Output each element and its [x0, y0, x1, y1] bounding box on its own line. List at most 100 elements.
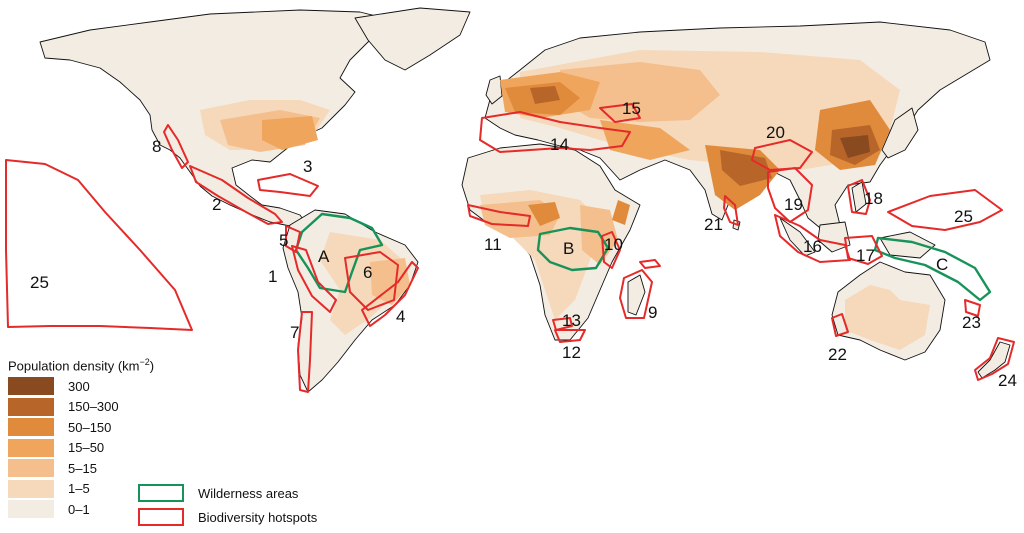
- hotspot-label: 11: [484, 235, 502, 254]
- density-legend-row: 5–15: [8, 459, 97, 477]
- hotspot-8: [163, 124, 189, 169]
- hotspot-label: 10: [604, 235, 623, 254]
- density-swatch: [8, 500, 54, 518]
- hotspot-25-pacific-east: [887, 189, 1003, 231]
- wilderness-area-c: [873, 236, 992, 302]
- hotspot-label: 20: [766, 123, 785, 142]
- hotspot-label: 7: [290, 323, 299, 342]
- density-label: 1–5: [68, 481, 90, 496]
- philippines-landmass: [851, 181, 867, 213]
- hotspot-label: 9: [648, 303, 657, 322]
- hotspot-2: [189, 165, 283, 225]
- hotspot-label: 21: [704, 215, 723, 234]
- density-label: 5–15: [68, 460, 97, 476]
- density-swatch: [8, 438, 54, 457]
- wilderness-label: C: [936, 255, 948, 274]
- hotspot-label: 3: [303, 157, 312, 176]
- density-label: 15–50: [68, 440, 105, 455]
- hotspot-label: 17: [856, 246, 875, 265]
- hotspot-9: [619, 269, 653, 319]
- japan-landmass: [881, 107, 919, 159]
- hotspot-4: [361, 261, 419, 327]
- hotspot-label: 15: [622, 99, 641, 118]
- hotspot-6: [344, 251, 399, 311]
- hotspot-label: 5: [279, 231, 288, 250]
- new-zealand-landmass: [977, 341, 1011, 379]
- hotspot-3: [257, 173, 319, 197]
- hotspot-label: 8: [152, 137, 161, 156]
- hotspot-label: 25: [954, 207, 973, 226]
- hotspot-14: [479, 111, 631, 153]
- legend-title-close: ): [149, 358, 155, 374]
- hotspot-label: 6: [363, 263, 372, 282]
- madagascar-landmass: [627, 274, 646, 316]
- uk-landmass: [485, 75, 503, 105]
- hotspot-10: [601, 231, 621, 269]
- hotspot-23: [964, 299, 981, 317]
- hotspot-9-islands: [639, 259, 661, 269]
- wilderness-swatch: [138, 484, 184, 502]
- density-legend-row: 1–5: [8, 479, 90, 498]
- density-swatch: [8, 418, 54, 436]
- hotspot-12: [554, 329, 586, 343]
- legend-title: Population density (km−2): [8, 357, 154, 373]
- biodiversity-hotspots: [5, 103, 1015, 393]
- hotspot-16: [774, 214, 851, 263]
- density-legend-row: 150–300: [8, 397, 119, 416]
- density-swatch: [8, 459, 54, 477]
- legend-hotspots: Biodiversity hotspots: [138, 508, 317, 526]
- hotspot-1: [291, 245, 337, 313]
- hotspot-label: 13: [562, 311, 581, 330]
- hotspot-label: 4: [396, 307, 405, 326]
- hotspot-25-pacific-west: [5, 159, 193, 331]
- wilderness-area-a: [294, 212, 384, 294]
- legend-title-exponent: −2: [139, 357, 150, 367]
- hotspot-label: 25: [30, 273, 49, 292]
- new-guinea-landmass: [879, 231, 936, 259]
- density-label: 0–1: [68, 501, 90, 517]
- legend-wilderness: Wilderness areas: [138, 484, 298, 502]
- density-legend-row: 300: [8, 377, 90, 395]
- hotspot-19: [767, 167, 813, 223]
- hotspots-swatch: [138, 508, 184, 526]
- hotspot-24: [974, 337, 1015, 381]
- hotspot-label: 22: [828, 345, 847, 364]
- region-labels: 1 2 3 4 5 6 7 8 9 10 11 12 13 14 15 16 1…: [30, 99, 1017, 390]
- hotspot-21: [723, 195, 739, 226]
- hotspot-label: 1: [268, 267, 277, 286]
- sumatra-landmass: [779, 217, 816, 257]
- hotspot-7: [297, 311, 313, 393]
- density-legend-row: 15–50: [8, 438, 105, 457]
- density-legend-row: 0–1: [8, 500, 90, 518]
- greenland-landmass: [354, 7, 471, 71]
- wilderness-areas: [294, 212, 992, 302]
- density-swatch: [8, 479, 54, 498]
- hotspot-label: 23: [962, 313, 981, 332]
- legend-title-text: Population density (km: [8, 358, 140, 374]
- hotspot-20: [751, 139, 813, 171]
- hotspot-label: 2: [212, 195, 221, 214]
- population-density-layer: [200, 50, 930, 350]
- wilderness-label: A: [318, 247, 330, 266]
- hotspot-13: [552, 317, 573, 331]
- hotspot-18: [847, 179, 871, 215]
- hotspot-11: [467, 204, 531, 227]
- hotspot-5: [285, 225, 301, 253]
- hotspots-label-text: Biodiversity hotspots: [198, 509, 318, 525]
- hotspot-label: 19: [784, 195, 803, 214]
- density-label: 150–300: [68, 399, 119, 414]
- density-label: 50–150: [68, 419, 112, 435]
- wilderness-area-b: [536, 226, 610, 272]
- wilderness-label: B: [563, 239, 574, 258]
- hotspot-label: 16: [803, 237, 822, 256]
- hotspot-label: 14: [550, 135, 569, 154]
- density-label: 300: [68, 378, 90, 394]
- density-swatch: [8, 397, 54, 416]
- hotspot-17: [844, 235, 883, 265]
- hotspot-22: [831, 313, 849, 337]
- hotspot-label: 12: [562, 343, 581, 362]
- wilderness-label-text: Wilderness areas: [198, 485, 299, 501]
- hotspot-15: [599, 103, 641, 123]
- density-swatch: [8, 377, 54, 395]
